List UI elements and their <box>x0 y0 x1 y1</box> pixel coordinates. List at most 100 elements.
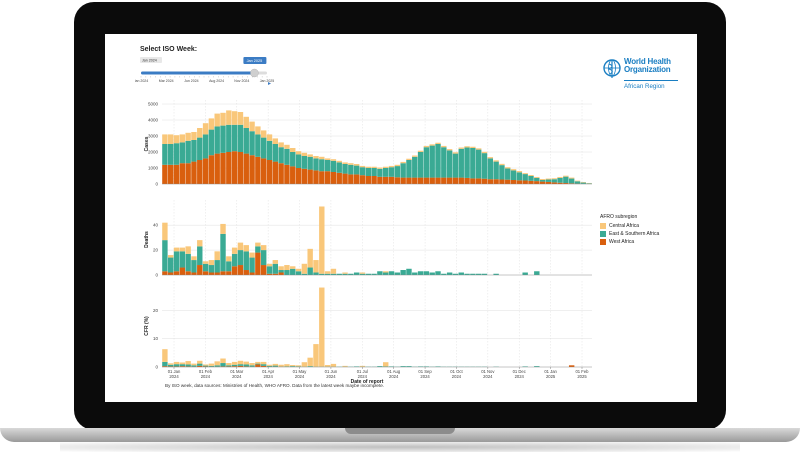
bar-segment <box>249 363 255 366</box>
bar-segment <box>260 250 267 266</box>
slider-tick-label: Mar 2024 <box>159 79 174 83</box>
bar-segment <box>441 147 447 178</box>
bar-segment <box>499 165 505 180</box>
bar-segment <box>301 152 308 156</box>
bar-segment <box>383 168 389 177</box>
y-tick-label: 3000 <box>148 134 159 139</box>
bar-segment <box>371 176 377 184</box>
x-tick-label-year: 2024 <box>358 374 368 379</box>
bar-segment <box>162 134 168 144</box>
bar-segment <box>290 268 296 275</box>
bar-segment <box>266 140 273 160</box>
bar-segment <box>243 153 249 184</box>
week-slider[interactable]: Jan 2024 Jan 2025 Jan 2024 Mar 2024 Jun 2024… <box>135 56 275 88</box>
bar-segment <box>272 263 279 274</box>
bar-segment <box>173 251 180 272</box>
bar-segment <box>278 163 284 184</box>
bar-segment <box>179 364 186 367</box>
bar-segment <box>493 179 499 184</box>
bar-segment <box>470 148 476 179</box>
bar-segment <box>435 366 441 367</box>
bar-segment <box>231 111 238 125</box>
bar-segment <box>348 163 354 165</box>
bar-segment <box>266 134 273 141</box>
bar-segment <box>214 272 220 275</box>
bar-segment <box>359 167 366 176</box>
bar-segment <box>481 153 488 179</box>
bar-segment <box>295 154 302 168</box>
slider-title: Select ISO Week: <box>140 46 198 53</box>
bar-segment <box>330 172 337 184</box>
slider-tick-label: Jan 2024 <box>135 79 148 83</box>
bar-segment <box>162 164 168 184</box>
bar-segment <box>342 272 348 274</box>
bar-segment <box>330 160 337 172</box>
bar-segment <box>237 364 244 366</box>
source-note: By ISO week, data sources: Ministries of… <box>165 383 385 388</box>
bar-segment <box>406 366 412 367</box>
bar-segment <box>278 272 284 275</box>
bar-segment <box>446 150 453 178</box>
bar-segment <box>226 124 232 152</box>
bar-segment <box>551 178 557 180</box>
bar-segment <box>243 116 249 128</box>
bar-segment <box>371 166 377 168</box>
bar-segment <box>313 344 319 367</box>
bar-segment <box>487 158 494 180</box>
bar-segment <box>168 164 174 184</box>
bar-segment <box>295 271 302 275</box>
bar-segment <box>423 147 430 178</box>
bar-segment <box>493 160 499 162</box>
x-tick-label: 01 Feb <box>199 369 213 374</box>
bar-segment <box>260 158 267 184</box>
bar-segment <box>179 163 186 184</box>
bar-segment <box>284 364 290 367</box>
bar-segment <box>202 134 209 159</box>
slider-min-label: Jan 2024 <box>142 59 157 63</box>
bar-segment <box>574 180 581 182</box>
bar-segment <box>574 181 581 184</box>
bar-segment <box>295 151 302 155</box>
bar-segment <box>359 272 366 274</box>
bar-segment <box>220 366 226 367</box>
bar-segment <box>365 273 371 275</box>
y-tick-label: 10 <box>153 336 159 341</box>
slider-handle[interactable] <box>250 68 259 78</box>
bar-segment <box>435 271 441 275</box>
who-region: African Region <box>624 83 665 90</box>
bar-segment <box>481 151 488 154</box>
bar-segment <box>319 156 325 160</box>
bar-segment <box>505 168 511 180</box>
bar-segment <box>290 366 296 367</box>
bar-segment <box>272 365 279 367</box>
y-tick-label: 0 <box>155 273 158 278</box>
bar-segment <box>458 272 464 275</box>
bar-segment <box>505 167 511 169</box>
bar-segment <box>214 365 220 367</box>
y-axis-label: CFR (%) <box>144 316 150 336</box>
bar-segment <box>208 272 215 275</box>
bar-segment <box>452 152 459 154</box>
y-tick-label: 0 <box>155 182 158 187</box>
bar-segment <box>260 137 267 159</box>
bar-segment <box>237 365 244 367</box>
bar-segment <box>406 268 412 275</box>
bar-segment <box>191 132 197 140</box>
bar-segment <box>429 144 435 146</box>
bar-segment <box>208 365 215 367</box>
bar-segment <box>505 179 511 184</box>
bar-segment <box>220 358 226 364</box>
slider-tick-label: Jun 2024 <box>184 79 198 83</box>
bar-segment <box>202 123 209 135</box>
bar-segment <box>516 180 523 184</box>
slider-min-label-bg <box>140 57 162 63</box>
bar-segment <box>249 272 255 275</box>
bar-segment <box>568 178 575 184</box>
slider-tick-label: Nov 2024 <box>234 79 249 83</box>
bar-segment <box>377 271 383 275</box>
x-tick-label: 01 Aug <box>387 369 401 374</box>
x-tick-label: 01 Apr <box>262 369 275 374</box>
bar-segment <box>266 160 273 184</box>
bar-segment <box>539 181 546 184</box>
